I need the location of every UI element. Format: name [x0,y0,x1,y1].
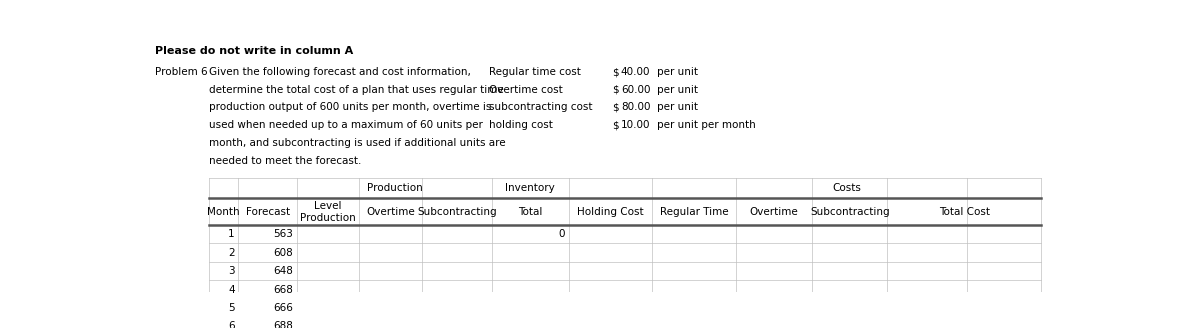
Text: per unit per month: per unit per month [656,120,756,130]
Text: month, and subcontracting is used if additional units are: month, and subcontracting is used if add… [209,138,505,148]
Text: 608: 608 [274,248,293,258]
Text: $: $ [612,67,619,77]
Text: Please do not write in column A: Please do not write in column A [155,46,353,56]
Text: $: $ [612,102,619,113]
Text: Total: Total [518,207,542,217]
Text: production output of 600 units per month, overtime is: production output of 600 units per month… [209,102,491,113]
Text: per unit: per unit [656,102,698,113]
Text: Given the following forecast and cost information,: Given the following forecast and cost in… [209,67,470,77]
Text: Month: Month [208,207,240,217]
Text: Level
Production: Level Production [300,201,356,222]
Text: 0: 0 [558,229,565,239]
Text: 6: 6 [228,321,235,328]
Text: 668: 668 [274,284,293,295]
Text: holding cost: holding cost [490,120,553,130]
Text: 1: 1 [228,229,235,239]
Text: Subcontracting: Subcontracting [418,207,497,217]
Text: per unit: per unit [656,67,698,77]
Text: 5: 5 [228,303,235,313]
Text: 563: 563 [274,229,293,239]
Text: 666: 666 [274,303,293,313]
Text: per unit: per unit [656,85,698,95]
Text: 10.00: 10.00 [620,120,650,130]
Text: 648: 648 [274,266,293,276]
Text: Overtime cost: Overtime cost [490,85,563,95]
Text: Costs: Costs [832,183,862,194]
Text: $: $ [612,85,619,95]
Text: 2: 2 [228,248,235,258]
Text: subcontracting cost: subcontracting cost [490,102,593,113]
Text: 40.00: 40.00 [620,67,650,77]
Text: 688: 688 [274,321,293,328]
Text: Production: Production [367,183,422,194]
Text: Holding Cost: Holding Cost [577,207,643,217]
Text: Regular Time: Regular Time [660,207,728,217]
Text: Overtime: Overtime [366,207,415,217]
Text: Total Cost: Total Cost [938,207,990,217]
Text: Overtime: Overtime [750,207,798,217]
Text: Problem 6: Problem 6 [155,67,208,77]
Text: used when needed up to a maximum of 60 units per: used when needed up to a maximum of 60 u… [209,120,482,130]
Text: Forecast: Forecast [246,207,289,217]
Text: 80.00: 80.00 [620,102,650,113]
Text: Subcontracting: Subcontracting [810,207,889,217]
Text: 4: 4 [228,284,235,295]
Text: 3: 3 [228,266,235,276]
Text: needed to meet the forecast.: needed to meet the forecast. [209,155,361,166]
Text: Inventory: Inventory [505,183,556,194]
Text: Regular time cost: Regular time cost [490,67,581,77]
Text: $: $ [612,120,619,130]
Text: 60.00: 60.00 [620,85,650,95]
Text: determine the total cost of a plan that uses regular time: determine the total cost of a plan that … [209,85,503,95]
